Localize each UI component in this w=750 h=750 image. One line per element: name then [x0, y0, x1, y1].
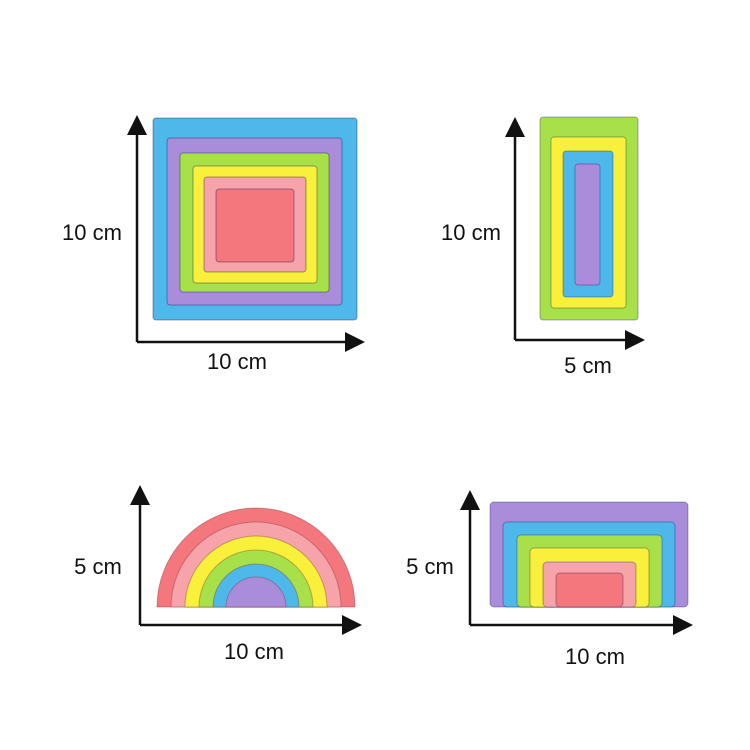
- rainbow-width-label: 10 cm: [224, 639, 284, 664]
- rainbow-height-label: 5 cm: [74, 554, 122, 579]
- arch-layer-red: [555, 572, 624, 608]
- nested-rectangles-toy: [539, 116, 639, 321]
- nested-arches-toy: [489, 501, 689, 608]
- rectangle-width-label: 5 cm: [564, 353, 612, 378]
- rectangle-height-label: 10 cm: [441, 220, 501, 245]
- dimension-axes: [127, 115, 693, 635]
- rainbow-arc-purple: [225, 576, 287, 608]
- nested-squares-toy: [152, 117, 358, 321]
- rainbow-toy: [156, 507, 356, 608]
- arch-width-label: 10 cm: [565, 644, 625, 669]
- square-height-label: 10 cm: [62, 220, 122, 245]
- square-width-label: 10 cm: [207, 349, 267, 374]
- square-layer-red: [215, 188, 295, 263]
- rectangle-layer-purple: [574, 163, 601, 286]
- arch-height-label: 5 cm: [406, 554, 454, 579]
